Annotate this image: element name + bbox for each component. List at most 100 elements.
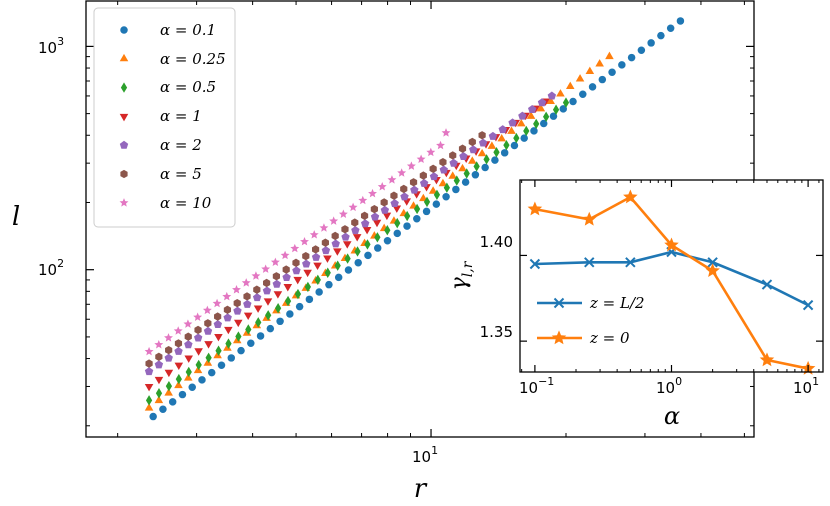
data-point <box>510 141 519 150</box>
data-point <box>274 302 282 314</box>
data-point <box>503 139 510 151</box>
data-point <box>443 182 450 193</box>
data-point <box>507 126 516 134</box>
inset-xtick-label: 101 <box>793 375 819 397</box>
main-ytick-label: 102 <box>38 257 64 279</box>
data-point <box>552 104 560 115</box>
data-point <box>518 111 527 120</box>
data-point <box>237 346 245 355</box>
data-point <box>213 350 222 359</box>
data-point <box>618 61 626 69</box>
data-point <box>539 119 548 128</box>
data-point <box>213 320 223 329</box>
data-point <box>203 326 213 335</box>
inset-data-point <box>581 211 597 226</box>
data-point <box>214 334 223 342</box>
data-point <box>387 175 397 184</box>
main-xtick-label: 101 <box>412 444 438 466</box>
data-point <box>372 219 382 228</box>
data-point <box>351 218 359 227</box>
data-point <box>468 156 477 164</box>
data-point <box>528 104 537 113</box>
data-point <box>382 212 392 221</box>
data-point <box>295 302 304 311</box>
main-data-points <box>144 17 685 421</box>
data-point <box>410 185 419 194</box>
series-3 <box>144 98 550 392</box>
data-point <box>174 339 183 348</box>
data-point <box>154 360 164 369</box>
data-point <box>400 184 408 194</box>
data-point <box>165 380 173 392</box>
data-point <box>334 260 341 271</box>
data-point <box>233 298 241 308</box>
data-point <box>426 147 436 157</box>
data-point <box>487 141 497 149</box>
data-point <box>202 305 212 315</box>
inset-data-point <box>761 279 773 290</box>
data-point <box>608 68 616 76</box>
data-point <box>255 317 262 328</box>
data-point <box>272 272 281 281</box>
data-point <box>344 266 353 274</box>
data-point <box>273 291 283 299</box>
data-point <box>253 285 261 294</box>
data-point <box>569 97 577 106</box>
data-point <box>290 243 300 253</box>
data-point <box>354 258 362 267</box>
data-point <box>232 285 241 294</box>
data-point <box>183 373 193 381</box>
data-point <box>453 175 460 186</box>
data-point <box>374 232 381 243</box>
data-point <box>164 353 173 362</box>
data-point <box>325 280 333 289</box>
data-point <box>463 168 470 179</box>
data-point <box>605 51 614 60</box>
data-point <box>406 161 416 170</box>
data-point <box>174 346 183 355</box>
data-point <box>392 205 402 213</box>
data-point <box>303 269 312 278</box>
data-point <box>155 352 163 361</box>
inset-legend-label: z = 0 <box>589 329 630 347</box>
data-point <box>165 345 173 355</box>
data-point <box>292 266 301 275</box>
data-point <box>344 253 351 264</box>
data-point <box>194 348 203 356</box>
data-point <box>627 53 636 62</box>
data-point <box>225 338 232 349</box>
data-point <box>520 134 528 142</box>
series-5 <box>145 131 486 368</box>
inset-data-point <box>527 201 543 216</box>
data-point <box>184 332 192 341</box>
data-point <box>253 305 263 313</box>
data-point <box>183 319 193 328</box>
data-point <box>193 365 203 374</box>
data-point <box>419 178 429 187</box>
legend-marker <box>119 113 129 122</box>
data-point <box>309 230 319 239</box>
data-point <box>261 264 271 273</box>
inset-data-point <box>529 258 541 270</box>
legend-label: α = 0.25 <box>160 50 226 68</box>
data-point <box>329 216 339 225</box>
data-point <box>354 246 361 257</box>
svg-text:γl,r: γl,r <box>447 260 476 290</box>
series-6 <box>144 128 451 356</box>
data-point <box>397 168 407 177</box>
series-0 <box>149 17 685 421</box>
data-point <box>543 111 550 123</box>
data-point <box>217 361 226 370</box>
data-point <box>276 317 284 326</box>
data-point <box>313 262 322 271</box>
data-point <box>233 306 242 315</box>
data-point <box>657 31 665 40</box>
data-point <box>352 234 362 242</box>
data-point <box>348 202 358 212</box>
inset-data-point <box>664 237 679 252</box>
inset-data-point <box>802 299 814 311</box>
data-point <box>491 156 499 164</box>
inset-ticks <box>520 180 823 372</box>
data-point <box>164 333 173 342</box>
inset-legend-label: z = L/2 <box>589 294 645 312</box>
